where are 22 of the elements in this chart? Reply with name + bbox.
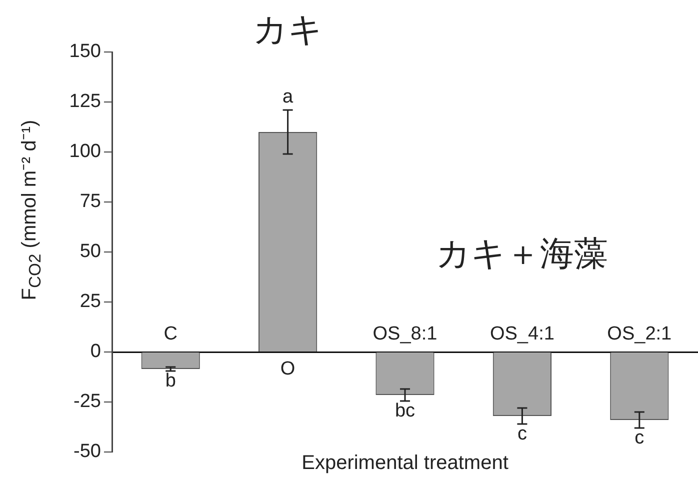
x-tick-label: O — [280, 358, 296, 380]
y-tick-label: 50 — [80, 241, 101, 262]
x-axis-title: Experimental treatment — [302, 452, 508, 475]
text: カキ — [252, 10, 323, 50]
x-tick-label: OS_4:1 — [490, 324, 554, 345]
y-tick-label: 75 — [80, 191, 101, 212]
y-tick-label: 125 — [69, 91, 101, 112]
annotation: a — [282, 86, 294, 108]
y-tick-label: 25 — [80, 291, 101, 312]
y-tick-label: 100 — [69, 141, 101, 162]
annotation: b — [165, 370, 176, 392]
x-tick-label: OS_8:1 — [372, 324, 438, 345]
y-tick-label: 0 — [90, 341, 101, 362]
annotation: c — [517, 424, 527, 445]
x-tick-label: C — [164, 324, 178, 345]
y-tick-label: -50 — [74, 441, 101, 462]
annotation: c — [634, 428, 644, 449]
annotation: bc — [394, 400, 416, 422]
y-tick-label: 150 — [69, 41, 101, 62]
annotation: カキ＋海藻 — [436, 234, 608, 274]
y-tick-label: -25 — [74, 391, 101, 412]
x-tick-label: OS_2:1 — [607, 324, 672, 345]
